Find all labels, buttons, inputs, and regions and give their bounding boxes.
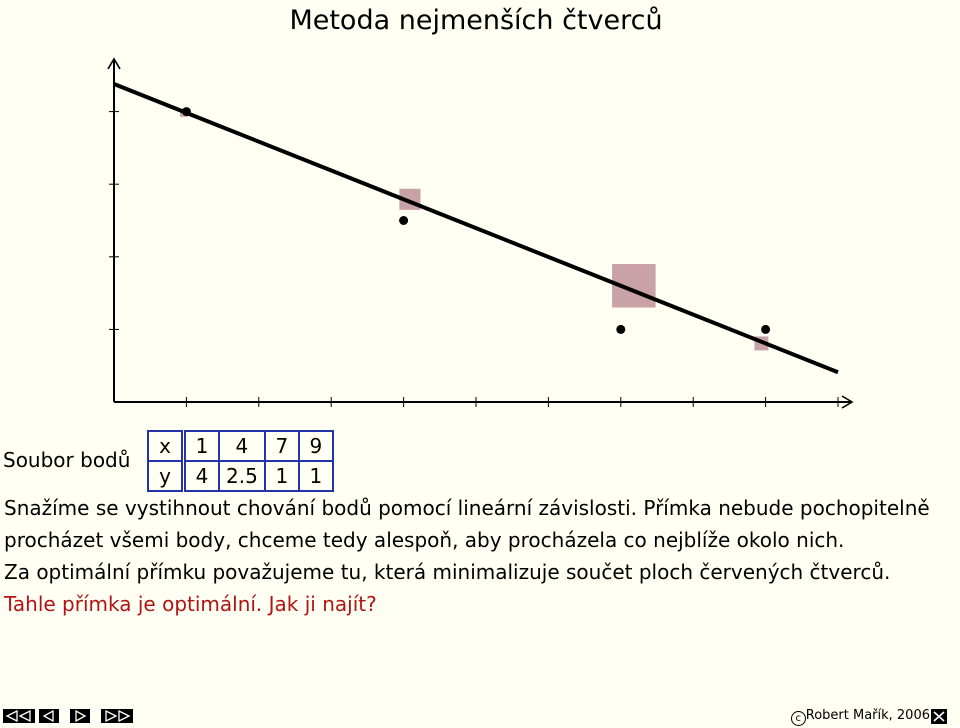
fit-line <box>113 82 839 375</box>
close-icon[interactable] <box>931 709 947 724</box>
x-row: x 1 4 7 9 <box>147 430 334 462</box>
y-value: 1 <box>263 460 300 492</box>
data-point <box>616 324 626 334</box>
data-point <box>399 216 409 225</box>
fit-line-group <box>113 82 839 375</box>
x-axis-arrow <box>841 395 854 409</box>
slide-title: Metoda nejmenších čtverců <box>289 5 663 36</box>
data-points <box>181 107 771 334</box>
y-row: y 4 2.5 1 1 <box>147 460 334 492</box>
data-point <box>761 324 771 334</box>
first-page-icon[interactable] <box>3 709 35 723</box>
explanation-line-2: Za optimální přímku považujeme tu, která… <box>4 560 891 584</box>
data-point <box>181 107 191 117</box>
copyright-icon: c <box>790 711 806 726</box>
least-squares-plot <box>107 57 854 409</box>
copyright: c Robert Mařík, 2006 <box>790 708 930 726</box>
explanation-line-1: Snažíme se vystihnout chování bodů pomoc… <box>4 496 930 552</box>
copyright-letter: c <box>795 713 802 724</box>
axes <box>107 57 854 409</box>
y-value: 1 <box>297 460 334 492</box>
x-value: 7 <box>263 430 300 462</box>
y-header: y <box>147 460 186 492</box>
prev-page-icon[interactable] <box>39 709 59 723</box>
next-page-icon[interactable] <box>70 709 90 723</box>
x-header: x <box>147 430 186 462</box>
author-text: Robert Mařík, 2006 <box>805 708 930 723</box>
data-table: x 1 4 7 9 y 4 2.5 1 1 <box>147 430 334 492</box>
y-value: 4 <box>182 460 220 492</box>
y-value: 2.5 <box>218 460 266 492</box>
explanation-text: Snažíme se vystihnout chování bodů pomoc… <box>4 492 954 620</box>
x-value: 1 <box>182 430 220 462</box>
question-line: Tahle přímka je optimální. Jak ji najít? <box>4 592 377 616</box>
last-page-icon[interactable] <box>101 709 133 723</box>
x-value: 4 <box>218 430 266 462</box>
x-value: 9 <box>297 430 334 462</box>
data-label: Soubor bodů <box>3 448 131 472</box>
y-axis-arrow <box>107 57 121 70</box>
